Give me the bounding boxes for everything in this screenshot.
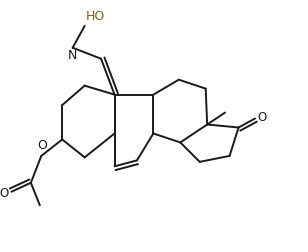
Text: O: O [0, 187, 9, 200]
Text: O: O [257, 111, 267, 123]
Text: O: O [38, 139, 47, 152]
Text: HO: HO [86, 10, 105, 23]
Text: N: N [68, 49, 77, 62]
